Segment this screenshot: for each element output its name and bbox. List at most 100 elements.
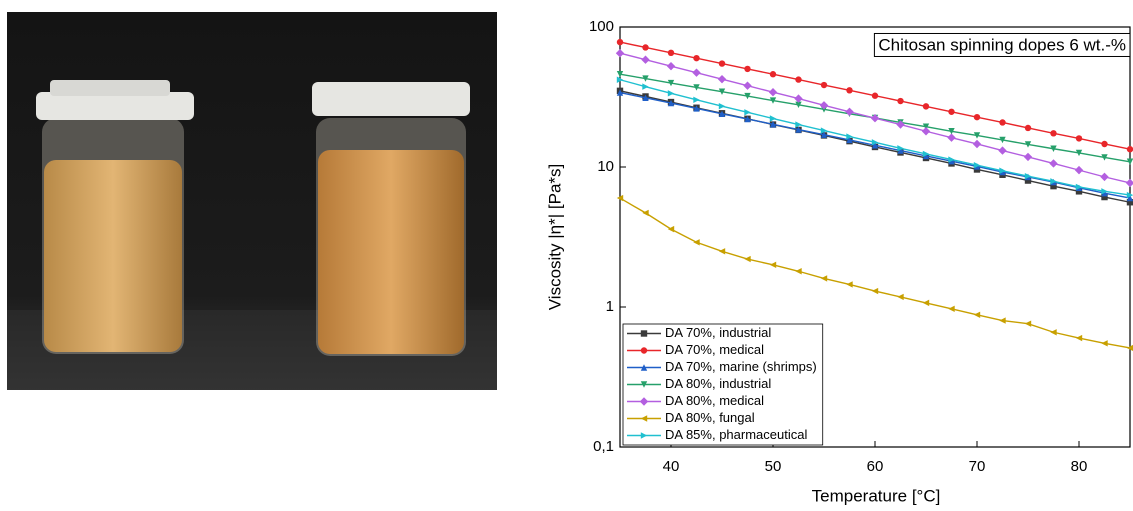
series (615, 48, 1133, 188)
jar-right (312, 82, 470, 356)
marker (846, 87, 853, 94)
marker (922, 103, 930, 110)
marker (693, 84, 700, 91)
marker (921, 127, 931, 136)
legend-label: DA 80%, fungal (665, 410, 755, 425)
marker (640, 381, 648, 388)
marker (616, 194, 624, 202)
marker (615, 48, 625, 58)
marker (846, 133, 853, 140)
series (616, 76, 1133, 199)
marker (769, 71, 777, 78)
series (616, 38, 1133, 153)
marker (922, 299, 930, 307)
marker (897, 293, 904, 301)
marker (667, 79, 675, 87)
marker (794, 94, 803, 103)
x-tick-label: 40 (663, 458, 680, 475)
x-tick-label: 80 (1071, 458, 1088, 475)
marker (820, 81, 828, 89)
marker (667, 49, 675, 57)
marker (1024, 177, 1032, 184)
legend-label: DA 70%, industrial (665, 325, 771, 340)
legend-label: DA 70%, medical (665, 342, 764, 357)
marker (640, 432, 648, 439)
series (616, 194, 1133, 352)
marker (1074, 165, 1084, 175)
marker (1126, 158, 1133, 165)
marker (922, 152, 930, 160)
marker (744, 65, 751, 73)
title-box (873, 32, 1131, 57)
marker (795, 121, 802, 128)
legend-label: DA 80%, industrial (665, 376, 771, 391)
series (616, 89, 1133, 202)
marker (1050, 329, 1057, 336)
marker (1024, 172, 1032, 180)
legend: DA 70%, industrial DA 70%, medical DA 70%,… (622, 323, 824, 446)
marker (820, 131, 828, 138)
marker (718, 102, 726, 110)
marker (1050, 182, 1057, 190)
marker (819, 101, 829, 110)
marker (769, 115, 777, 122)
marker (897, 97, 904, 105)
x-axis-label: Temperature [°C] (812, 486, 941, 505)
x-tick-label: 60 (867, 458, 884, 475)
marker (743, 81, 752, 90)
chart: Temperature [°C] Viscosity |η*| [Pa*s] C… (545, 26, 1131, 505)
marker (1126, 191, 1133, 199)
marker (692, 68, 701, 77)
marker (1075, 334, 1083, 342)
marker (1075, 188, 1083, 195)
marker (744, 109, 751, 116)
marker (642, 209, 649, 217)
legend-label: DA 70%, marine (shrimps) (665, 359, 817, 374)
marker (947, 133, 956, 142)
marker (666, 61, 676, 71)
marker (639, 397, 649, 406)
marker (642, 44, 649, 51)
marker (1126, 146, 1133, 153)
marker (871, 92, 879, 99)
marker (999, 167, 1006, 174)
marker (640, 330, 648, 337)
y-axis-label: Viscosity |η*| [Pa*s] (545, 164, 564, 310)
marker (1024, 320, 1032, 327)
marker (1050, 178, 1057, 185)
x-tick-label: 50 (765, 458, 782, 475)
marker (922, 123, 930, 130)
marker (717, 74, 727, 84)
marker (1100, 172, 1109, 182)
marker (769, 261, 777, 269)
y-tick-label: 10 (597, 158, 614, 175)
marker (1024, 124, 1032, 132)
marker (718, 88, 726, 95)
marker (693, 54, 700, 62)
marker (795, 76, 802, 83)
x-tick-label: 70 (969, 458, 986, 475)
marker (998, 146, 1007, 155)
marker (1023, 152, 1033, 162)
marker (768, 88, 778, 97)
marker (948, 128, 955, 135)
marker (871, 287, 879, 295)
marker (1125, 178, 1133, 188)
marker (1101, 189, 1108, 197)
marker (640, 364, 648, 371)
y-tick-label: 100 (589, 18, 614, 35)
marker (1024, 141, 1032, 148)
marker (897, 145, 904, 152)
marker (972, 139, 982, 149)
marker (846, 281, 853, 288)
marker (1101, 154, 1108, 161)
marker (948, 108, 955, 115)
jar-left (36, 80, 194, 354)
marker (1075, 149, 1083, 157)
marker (718, 248, 726, 255)
marker (973, 162, 981, 169)
marker (769, 97, 777, 104)
marker (641, 55, 650, 64)
marker (999, 317, 1006, 324)
